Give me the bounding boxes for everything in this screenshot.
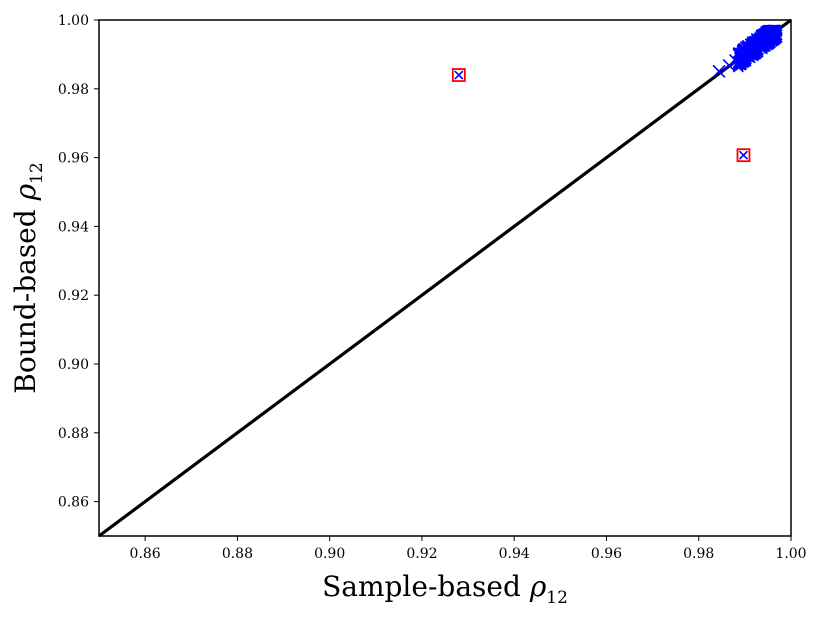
outlier-point — [738, 150, 749, 160]
y-tick-label: 0.88 — [58, 426, 89, 442]
y-tick-label: 0.94 — [58, 219, 89, 235]
x-axis-label: Sample-based ρ12 — [322, 570, 568, 608]
y-tick-label: 0.90 — [58, 357, 89, 373]
data-point — [749, 44, 761, 56]
outlier-box — [451, 68, 466, 82]
x-tick-label: 0.94 — [499, 546, 530, 562]
x-tick-label: 0.90 — [314, 546, 345, 562]
x-tick-label: 0.98 — [683, 546, 714, 562]
outlier-box — [736, 148, 751, 163]
data-point — [733, 47, 747, 61]
data-point — [739, 41, 751, 53]
y-tick-label: 0.86 — [58, 495, 89, 511]
y-tick-label: 0.92 — [58, 288, 89, 304]
marks-layer — [98, 18, 792, 538]
x-tick-label: 0.86 — [130, 546, 161, 562]
data-point — [729, 54, 743, 68]
y-axis-label: Bound-based ρ12 — [9, 162, 47, 393]
data-point — [747, 47, 759, 59]
data-point — [712, 64, 726, 78]
y-tick-label: 0.96 — [58, 151, 89, 167]
data-point — [722, 58, 736, 72]
x-tick-label: 0.96 — [591, 546, 622, 562]
data-point — [759, 36, 772, 48]
y-tick-label: 0.98 — [58, 82, 89, 98]
x-tick-label: 1.00 — [775, 546, 806, 562]
outlier-point — [454, 70, 464, 80]
x-tick-label: 0.88 — [222, 546, 253, 562]
ticks-layer: 0.86 0.88 0.90 0.92 0.94 0.96 0.98 1.00 0.86 0.88… — [58, 13, 807, 562]
y-tick-label: 1.00 — [58, 13, 89, 29]
data-point — [761, 25, 775, 39]
x-tick-label: 0.92 — [406, 546, 437, 562]
data-point — [767, 27, 779, 39]
plot-frame — [98, 19, 792, 537]
reference-line — [98, 18, 792, 538]
